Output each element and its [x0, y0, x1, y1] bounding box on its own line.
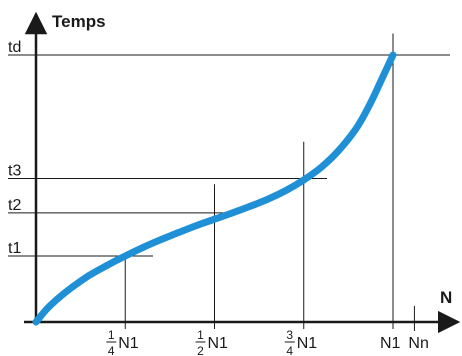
y-axis-title: Temps [52, 12, 106, 31]
x-tick-label-1: N1 [208, 335, 229, 352]
x-tick-numerator-1: 1 [197, 328, 204, 342]
x-tick-denominator-2: 4 [286, 344, 293, 356]
x-tick-denominator-1: 2 [197, 344, 204, 356]
x-tick-label-4: Nn [408, 335, 428, 352]
y-tick-label-td: td [8, 39, 21, 56]
x-tick-denominator-0: 4 [108, 344, 115, 356]
y-tick-label-t3: t3 [8, 162, 21, 179]
x-tick-label-3: N1 [380, 335, 401, 352]
y-tick-label-t1: t1 [8, 240, 21, 257]
series-line [32, 51, 397, 326]
x-tick-numerator-0: 1 [108, 328, 115, 342]
x-tick-label-2: N1 [297, 335, 318, 352]
y-tick-label-t2: t2 [8, 197, 21, 214]
x-tick-label-0: N1 [118, 335, 139, 352]
x-tick-numerator-2: 3 [286, 328, 293, 342]
x-axis-title: N [440, 288, 452, 307]
